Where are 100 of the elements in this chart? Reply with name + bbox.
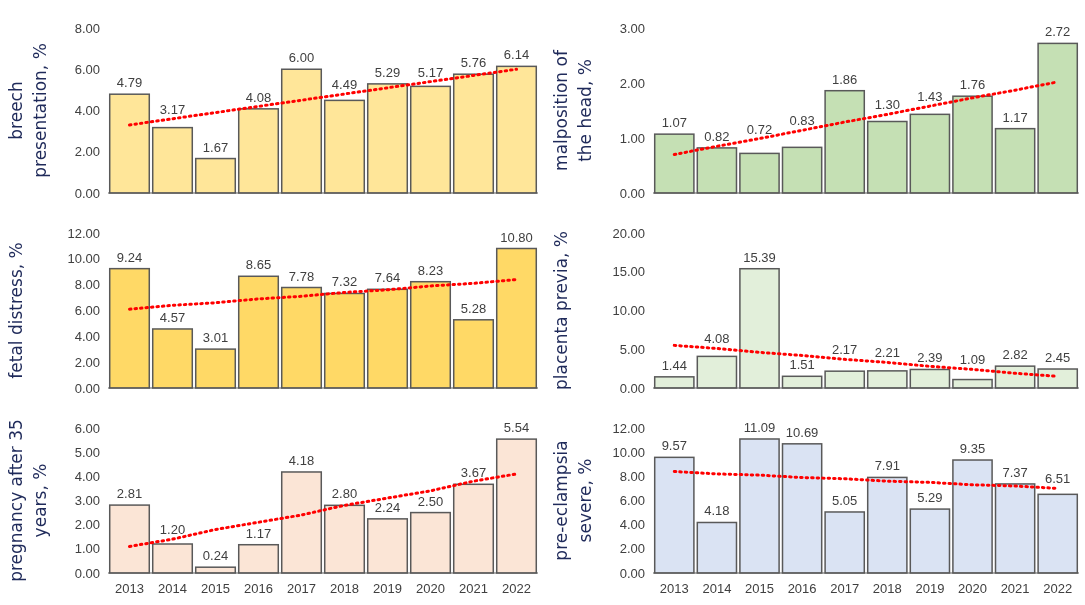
y-axis-title: pre-eclampsia severe, % xyxy=(551,440,595,561)
x-tick-label: 2020 xyxy=(416,581,445,596)
data-label: 3.67 xyxy=(460,465,487,481)
y-tick-label: 8.00 xyxy=(74,277,100,293)
data-label: 7.37 xyxy=(1002,464,1028,480)
data-label: 8.23 xyxy=(417,262,444,278)
x-tick-label: 2017 xyxy=(830,581,860,596)
x-tick-label: 2013 xyxy=(659,581,689,596)
data-label: 7.78 xyxy=(288,268,315,284)
data-label: 9.57 xyxy=(661,438,687,454)
data-label: 4.18 xyxy=(704,503,730,519)
y-tick-label: 5.00 xyxy=(619,341,645,357)
y-tick-label: 3.00 xyxy=(74,493,100,509)
data-label: 2.50 xyxy=(417,493,444,509)
y-tick-label: 0.00 xyxy=(619,380,645,396)
data-label: 4.08 xyxy=(245,89,272,105)
data-label: 7.32 xyxy=(331,274,358,290)
y-axis-title: pregnancy after 35 years, % xyxy=(6,419,50,582)
y-tick-label: 0.00 xyxy=(619,565,645,581)
data-label: 1.67 xyxy=(202,139,229,155)
data-label: 9.35 xyxy=(959,441,986,457)
data-label: 4.79 xyxy=(116,75,143,91)
data-label: 0.24 xyxy=(202,548,229,564)
y-tick-label: 3.00 xyxy=(619,20,645,36)
y-tick-label: 1.00 xyxy=(74,541,100,557)
data-label: 1.51 xyxy=(789,357,815,373)
x-tick-label: 2014 xyxy=(158,581,187,596)
data-label: 1.17 xyxy=(1002,109,1028,125)
y-tick-label: 10.00 xyxy=(612,303,645,319)
x-tick-label: 2018 xyxy=(330,581,359,596)
x-tick-label: 2019 xyxy=(915,581,945,596)
data-label: 2.45 xyxy=(1045,350,1071,366)
y-tick-label: 2.00 xyxy=(74,354,100,370)
data-label: 2.24 xyxy=(374,499,401,515)
y-tick-label: 2.00 xyxy=(74,517,100,533)
data-label: 1.20 xyxy=(159,522,186,538)
y-tick-label: 12.00 xyxy=(612,420,645,436)
y-tick-label: 10.00 xyxy=(612,444,645,460)
y-tick-label: 10.00 xyxy=(67,251,100,267)
data-label: 9.24 xyxy=(116,249,143,265)
y-axis-title: breech presentation, % xyxy=(6,43,50,178)
data-label: 0.82 xyxy=(704,128,730,144)
data-label: 7.64 xyxy=(374,270,401,286)
data-label: 10.69 xyxy=(785,424,819,440)
y-tick-label: 6.00 xyxy=(74,61,100,77)
y-tick-label: 0.00 xyxy=(74,380,100,396)
x-tick-label: 2021 xyxy=(1000,581,1030,596)
y-tick-label: 20.00 xyxy=(612,225,645,241)
data-label: 2.82 xyxy=(1002,347,1028,363)
data-label: 2.21 xyxy=(874,345,900,361)
x-tick-label: 2018 xyxy=(872,581,902,596)
y-tick-label: 15.00 xyxy=(612,264,645,280)
data-label: 11.09 xyxy=(743,420,776,435)
data-label: 3.01 xyxy=(202,330,229,346)
x-tick-label: 2021 xyxy=(459,581,488,596)
data-label: 6.14 xyxy=(503,47,530,63)
data-label: 1.44 xyxy=(661,357,687,373)
data-label: 1.86 xyxy=(832,71,858,87)
x-tick-label: 2014 xyxy=(702,581,732,596)
data-label: 15.39 xyxy=(743,249,776,265)
data-label: 2.17 xyxy=(832,342,858,358)
data-label: 5.76 xyxy=(460,55,487,71)
y-tick-label: 8.00 xyxy=(74,20,100,36)
y-tick-label: 4.00 xyxy=(74,103,100,119)
y-tick-label: 0.00 xyxy=(74,185,100,201)
y-tick-label: 6.00 xyxy=(74,303,100,319)
y-axis-title: fetal distress, % xyxy=(6,242,26,379)
data-label: 2.72 xyxy=(1045,24,1071,40)
x-tick-label: 2016 xyxy=(787,581,817,596)
data-label: 4.18 xyxy=(288,452,315,468)
y-tick-label: 0.00 xyxy=(619,185,645,201)
y-tick-label: 5.00 xyxy=(74,444,100,460)
data-label: 6.00 xyxy=(288,50,315,66)
y-tick-label: 4.00 xyxy=(74,468,100,484)
data-label: 5.29 xyxy=(917,490,943,506)
x-tick-label: 2015 xyxy=(201,581,230,596)
data-label: 1.07 xyxy=(661,115,687,131)
x-tick-label: 2013 xyxy=(115,581,144,596)
y-axis-title: placenta previa, % xyxy=(551,230,571,391)
y-tick-label: 2.00 xyxy=(74,144,100,160)
x-tick-label: 2015 xyxy=(745,581,774,596)
data-label: 5.54 xyxy=(503,420,530,436)
data-label: 4.49 xyxy=(331,77,358,92)
data-label: 8.65 xyxy=(245,257,272,273)
y-tick-label: 4.00 xyxy=(74,328,100,344)
data-label: 1.76 xyxy=(959,77,986,93)
data-label: 7.91 xyxy=(874,458,900,474)
data-label: 0.72 xyxy=(746,121,773,137)
y-tick-label: 2.00 xyxy=(619,541,645,557)
data-label: 1.43 xyxy=(917,89,943,105)
y-tick-label: 6.00 xyxy=(74,420,100,436)
y-tick-label: 12.00 xyxy=(67,225,100,241)
y-tick-label: 1.00 xyxy=(619,130,645,146)
data-label: 4.08 xyxy=(704,331,730,347)
x-tick-label: 2016 xyxy=(244,581,273,596)
data-label: 0.83 xyxy=(789,113,815,129)
x-tick-label: 2020 xyxy=(958,581,987,596)
y-tick-label: 4.00 xyxy=(619,517,645,533)
data-label: 4.57 xyxy=(159,309,186,325)
y-axis-title: malposition of the head, % xyxy=(551,49,595,171)
